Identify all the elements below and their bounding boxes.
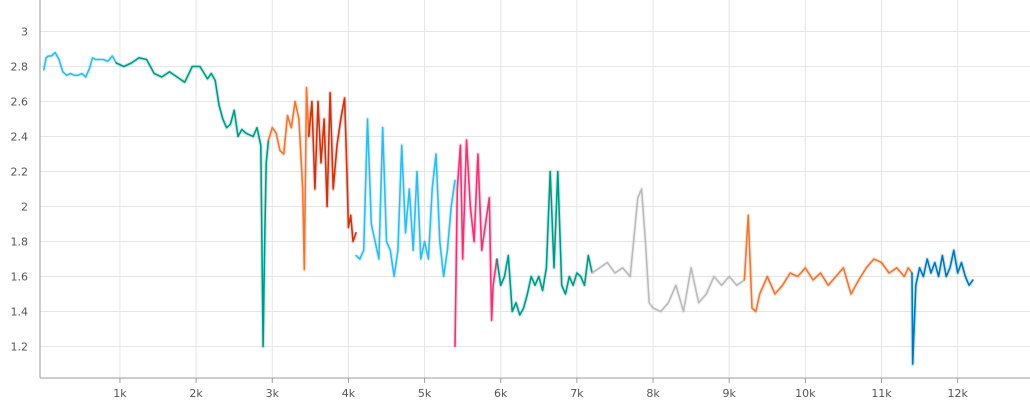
y-tick-label: 2.2 — [11, 166, 29, 179]
y-tick-label: 3 — [21, 26, 28, 39]
series-5-line — [454, 139, 498, 348]
axes — [39, 0, 1030, 383]
series-7-line — [591, 188, 746, 313]
series-3-line — [307, 92, 357, 243]
series-9-line — [911, 249, 974, 365]
series-8-line — [743, 214, 913, 313]
y-tick-label: 2.8 — [11, 61, 29, 74]
x-tick-label: 3k — [266, 387, 280, 400]
y-tick-label: 1.4 — [11, 306, 29, 319]
x-tick-label: 2k — [189, 387, 203, 400]
x-tick-label: 7k — [570, 387, 584, 400]
series-6-line — [496, 170, 593, 316]
x-tick-label: 4k — [342, 387, 356, 400]
tick-labels: 1.2 1.4 1.6 1.8 2 2.2 2.4 2.6 2.8 3 1k 2k 3k 4k 5k 6k 7k… — [11, 26, 969, 400]
series-group — [41, 50, 975, 366]
x-tick-label: 10k — [795, 387, 816, 400]
series-0-band — [41, 50, 118, 79]
y-tick-label: 2 — [21, 201, 28, 214]
x-tick-label: 1k — [113, 387, 127, 400]
series-1-line — [115, 56, 270, 348]
x-tick-label: 8k — [646, 387, 660, 400]
y-tick-label: 1.2 — [11, 341, 29, 354]
series-7-band — [590, 187, 746, 314]
series-4-line — [355, 118, 456, 278]
y-tick-label: 2.6 — [11, 96, 29, 109]
x-tick-label: 9k — [723, 387, 737, 400]
y-tick-label: 1.8 — [11, 236, 29, 249]
x-tick-label: 11k — [871, 387, 892, 400]
series-2-line — [267, 86, 310, 271]
x-tick-label: 6k — [494, 387, 508, 400]
y-tick-label: 1.6 — [11, 271, 29, 284]
x-tick-label: 5k — [418, 387, 432, 400]
series-0-line — [42, 51, 117, 78]
grid — [40, 0, 1030, 378]
y-tick-label: 2.4 — [11, 131, 29, 144]
series-8-band — [742, 213, 914, 314]
x-tick-label: 12k — [947, 387, 968, 400]
